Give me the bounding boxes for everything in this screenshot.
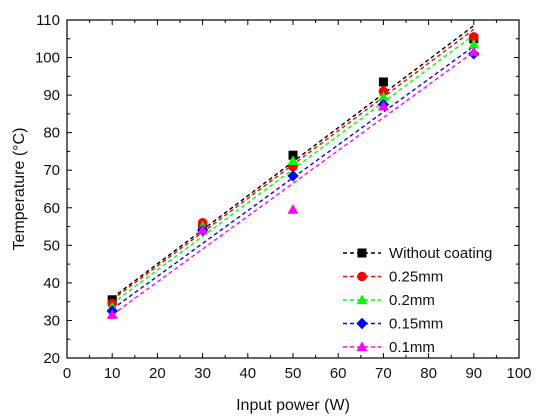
data-point-0-2 (288, 150, 298, 160)
y-tick-label: 110 (36, 12, 60, 29)
data-point-4-4 (468, 46, 480, 57)
data-point-2-2 (287, 155, 299, 165)
data-point-2-3 (377, 91, 389, 102)
x-tick-label: 100 (506, 365, 531, 382)
legend-marker-0 (357, 248, 367, 258)
y-tick-label: 20 (43, 350, 60, 367)
y-tick-label: 30 (43, 312, 60, 329)
x-tick-label: 70 (375, 365, 392, 382)
legend-marker-2 (356, 294, 368, 305)
x-axis-label: Input power (W) (236, 397, 350, 414)
legend-label-4: 0.1mm (389, 339, 435, 356)
x-tick-label: 0 (63, 365, 71, 382)
data-point-4-0 (106, 309, 118, 319)
data-point-4-1 (197, 224, 209, 235)
x-tick-label: 50 (285, 365, 302, 382)
plot-frame (66, 19, 520, 359)
x-tick-label: 60 (330, 365, 347, 382)
legend-label-1: 0.25mm (389, 269, 443, 286)
legend-marker-4 (356, 341, 368, 352)
axes: 0 10 20 30 40 50 60 70 80 90 100 20 30 40 50 60 70 80 90 10… (35, 12, 532, 382)
fit-line-3 (111, 45, 475, 310)
x-tick-label: 20 (149, 365, 166, 382)
x-tick-label: 40 (239, 365, 256, 382)
y-tick-label: 50 (43, 237, 60, 254)
y-axis-label: Temperature (°C) (11, 128, 28, 251)
data-point-3-2 (287, 170, 299, 182)
data-point-1-3 (378, 86, 389, 97)
data-point-0-3 (378, 77, 388, 87)
legend-label-2: 0.2mm (389, 292, 435, 309)
legend-marker-3 (356, 317, 368, 330)
y-tick-label: 40 (43, 275, 60, 292)
y-axis-title: Temperature (°C) (11, 128, 28, 251)
legend: Without coating 0.25mm 0.2mm 0.15mm 0.1mm (343, 245, 492, 356)
y-tick-label: 60 (43, 200, 60, 217)
y-tick-label: 70 (43, 162, 60, 179)
data-point-4-3 (377, 100, 389, 111)
data-points (106, 32, 480, 319)
x-tick-label: 80 (420, 365, 437, 382)
data-point-1-4 (469, 32, 479, 42)
y-tick-label: 100 (35, 50, 60, 67)
x-tick-label: 10 (104, 365, 121, 382)
data-point-4-2 (287, 204, 299, 214)
legend-marker-1 (357, 271, 367, 282)
data-point-2-4 (468, 38, 480, 49)
y-tick-label: 80 (43, 125, 60, 142)
fit-line-4 (111, 51, 475, 316)
legend-label-3: 0.15mm (389, 316, 443, 333)
legend-label-0: Without coating (389, 245, 492, 262)
y-tick-label: 90 (43, 87, 60, 104)
x-tick-label: 30 (194, 365, 211, 382)
x-tick-label: 90 (465, 365, 482, 382)
x-axis-title: Input power (W) (236, 397, 350, 414)
